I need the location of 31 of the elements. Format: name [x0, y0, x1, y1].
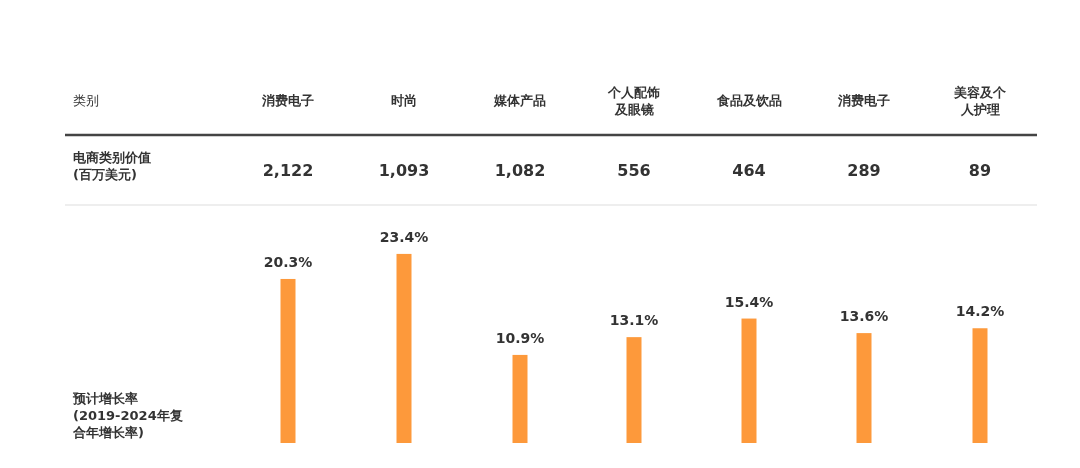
text: 电商类别价值(百万美元) — [73, 149, 151, 182]
data-label: 15.4% — [724, 293, 774, 310]
data-label: 13.1% — [609, 312, 659, 329]
data-label: 289 — [847, 161, 881, 180]
bar — [741, 318, 757, 443]
data-label: 89 — [968, 161, 992, 180]
data-label: 464 — [732, 161, 766, 180]
data-label: 14.2% — [955, 303, 1005, 320]
bar — [512, 354, 528, 443]
category-label: 个人配饰及眼镜 — [607, 84, 660, 117]
data-label: 1,082 — [494, 161, 546, 180]
category-label: 媒体产品 — [493, 93, 546, 108]
data-label: 20.3% — [263, 253, 313, 270]
data-label: 556 — [617, 161, 651, 180]
bar — [856, 333, 872, 443]
y-axis-title: 预计增长率(2019-2024年复合年增长率) — [72, 391, 183, 440]
category-label: 消费电子 — [837, 93, 890, 108]
bar — [396, 253, 412, 443]
data-label: 10.9% — [495, 329, 545, 346]
category-label: 食品及饮品 — [715, 93, 782, 108]
data-label: 23.4% — [379, 228, 429, 245]
bar — [972, 328, 988, 443]
data-label: 1,093 — [378, 161, 430, 180]
bar — [280, 278, 296, 443]
data-label: 2,122 — [262, 161, 314, 180]
category-label: 时尚 — [391, 93, 417, 108]
bar — [626, 337, 642, 443]
category-label: 消费电子 — [261, 93, 314, 108]
data-label: 13.6% — [839, 308, 889, 325]
category-label: 美容及个人护理 — [953, 84, 1007, 117]
text: 类别 — [73, 93, 99, 108]
